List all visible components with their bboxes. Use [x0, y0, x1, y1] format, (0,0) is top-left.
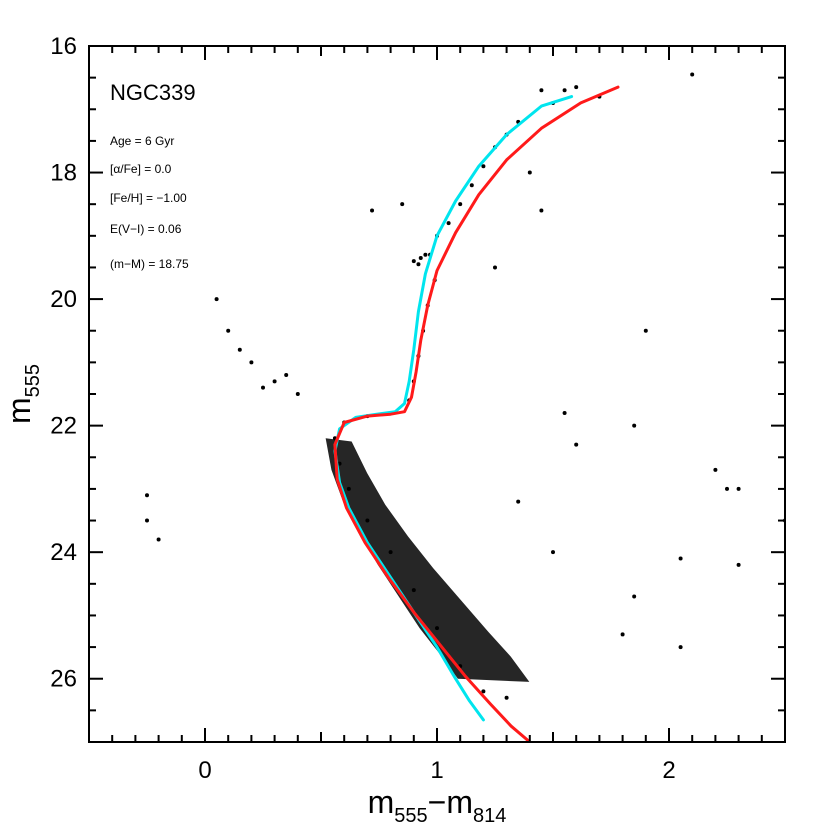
star-point [632, 594, 637, 599]
star-point [562, 88, 567, 93]
star-point [284, 373, 289, 378]
x-axis-label: m555−m814 [368, 784, 507, 827]
star-point [551, 550, 555, 555]
star-point [156, 537, 161, 542]
star-point [736, 486, 741, 491]
star-point [370, 208, 375, 213]
star-point [539, 208, 544, 213]
isochrone-lines [333, 85, 620, 742]
star-point [469, 183, 474, 188]
star-point [504, 695, 509, 700]
red-isochrone [333, 85, 620, 742]
star-point [574, 85, 579, 90]
star-point [690, 72, 695, 77]
star-point [411, 259, 416, 264]
star-point [261, 385, 265, 390]
star-point [516, 499, 521, 504]
axis-ticks [88, 45, 786, 743]
y-tick-label: 26 [50, 666, 77, 693]
star-point [539, 88, 544, 93]
star-point [418, 255, 423, 260]
star-point [416, 262, 421, 267]
param-alpha-fe: [α/Fe] = 0.0 [110, 162, 172, 176]
star-point [574, 442, 579, 447]
star-point [725, 486, 729, 491]
param-fe-h: [Fe/H] = −1.00 [110, 191, 187, 205]
star-point [736, 562, 741, 567]
star-point [643, 328, 648, 333]
y-tick-label: 18 [50, 160, 77, 187]
star-point [632, 423, 637, 428]
star-points [145, 72, 785, 700]
param-distance-modulus: (m−M) = 18.75 [110, 257, 189, 271]
star-point [423, 252, 428, 257]
star-point [562, 410, 567, 415]
star-point [249, 360, 254, 365]
star-point [145, 493, 149, 498]
star-point [493, 265, 497, 270]
param-age: Age = 6 Gyr [110, 134, 174, 148]
param-reddening: E(V−I) = 0.06 [110, 222, 182, 236]
star-point [446, 221, 451, 226]
star-point [713, 467, 718, 472]
plot-frame [88, 45, 786, 743]
star-point [295, 392, 300, 396]
star-point [678, 645, 683, 650]
star-point [272, 379, 277, 384]
star-point [481, 689, 486, 694]
star-point [678, 556, 683, 561]
star-point [400, 202, 405, 207]
star-point [527, 170, 532, 175]
star-point [237, 347, 242, 352]
x-tick-label: 0 [198, 757, 211, 784]
main-sequence-density [325, 438, 530, 682]
star-point [458, 202, 463, 207]
y-tick-label: 22 [50, 413, 77, 440]
star-point [620, 632, 625, 637]
y-tick-label: 20 [50, 286, 77, 313]
star-point [481, 164, 486, 169]
y-axis-label: m555 [1, 364, 44, 424]
x-tick-label: 2 [662, 757, 675, 784]
y-tick-label: 16 [50, 33, 77, 60]
x-tick-label: 1 [430, 757, 443, 784]
star-point [214, 297, 219, 302]
cluster-name: NGC339 [110, 80, 196, 105]
tick-labels: 0 1 2 16 18 20 22 24 26 [50, 33, 675, 784]
star-point [145, 518, 149, 523]
y-tick-label: 24 [50, 539, 77, 566]
star-point [226, 328, 231, 333]
